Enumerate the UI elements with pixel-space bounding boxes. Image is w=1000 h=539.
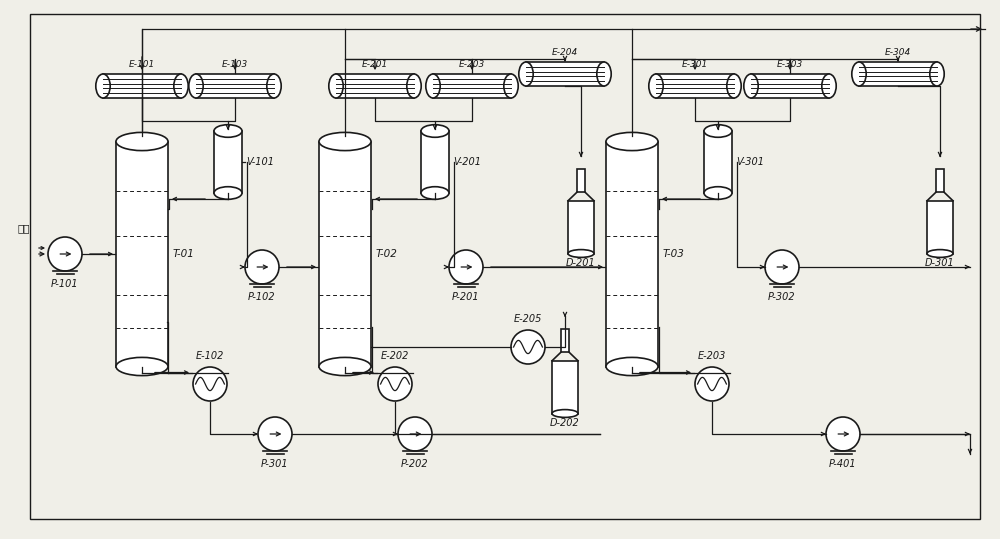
Circle shape xyxy=(765,250,799,284)
Ellipse shape xyxy=(704,125,732,137)
Bar xyxy=(568,201,594,253)
Ellipse shape xyxy=(407,74,421,98)
Text: V-101: V-101 xyxy=(246,157,274,167)
Ellipse shape xyxy=(822,74,836,98)
Text: P-101: P-101 xyxy=(51,279,79,289)
Text: P-401: P-401 xyxy=(829,459,857,469)
Text: D-201: D-201 xyxy=(566,259,596,268)
Ellipse shape xyxy=(174,74,188,98)
Ellipse shape xyxy=(329,74,343,98)
FancyBboxPatch shape xyxy=(103,74,181,98)
Ellipse shape xyxy=(552,410,578,417)
Bar xyxy=(421,131,449,193)
Text: E-204: E-204 xyxy=(552,48,578,57)
Text: E-203: E-203 xyxy=(698,351,726,361)
Ellipse shape xyxy=(421,186,449,199)
Text: E-202: E-202 xyxy=(381,351,409,361)
Ellipse shape xyxy=(116,133,168,150)
Bar xyxy=(552,361,578,413)
Bar xyxy=(116,142,168,367)
Text: P-302: P-302 xyxy=(768,292,796,302)
Bar xyxy=(577,169,585,192)
Ellipse shape xyxy=(421,125,449,137)
Ellipse shape xyxy=(744,74,758,98)
Circle shape xyxy=(826,417,860,451)
FancyBboxPatch shape xyxy=(196,74,274,98)
Circle shape xyxy=(449,250,483,284)
Text: P-202: P-202 xyxy=(401,459,429,469)
Text: V-301: V-301 xyxy=(736,157,764,167)
Bar xyxy=(214,131,242,193)
Ellipse shape xyxy=(930,62,944,86)
Ellipse shape xyxy=(426,74,440,98)
Text: T-01: T-01 xyxy=(173,249,195,259)
Bar xyxy=(704,131,732,193)
Text: E-101: E-101 xyxy=(129,60,155,69)
FancyBboxPatch shape xyxy=(526,62,604,86)
Ellipse shape xyxy=(319,357,371,376)
Ellipse shape xyxy=(727,74,741,98)
Bar xyxy=(561,328,569,353)
Ellipse shape xyxy=(606,133,658,150)
Text: V-201: V-201 xyxy=(453,157,481,167)
Text: P-301: P-301 xyxy=(261,459,289,469)
Text: T-02: T-02 xyxy=(376,249,398,259)
Bar xyxy=(319,142,371,367)
Ellipse shape xyxy=(649,74,663,98)
Ellipse shape xyxy=(504,74,518,98)
Ellipse shape xyxy=(597,62,611,86)
Ellipse shape xyxy=(519,62,533,86)
Text: E-205: E-205 xyxy=(514,314,542,324)
Bar xyxy=(606,142,658,367)
Text: E-203: E-203 xyxy=(459,60,485,69)
FancyBboxPatch shape xyxy=(751,74,829,98)
Circle shape xyxy=(398,417,432,451)
Text: E-303: E-303 xyxy=(777,60,803,69)
Ellipse shape xyxy=(606,357,658,376)
Circle shape xyxy=(378,367,412,401)
Text: D-301: D-301 xyxy=(925,259,955,268)
Ellipse shape xyxy=(852,62,866,86)
Text: 粗酚: 粗酚 xyxy=(18,223,30,233)
Ellipse shape xyxy=(214,186,242,199)
Text: P-102: P-102 xyxy=(248,292,276,302)
Ellipse shape xyxy=(96,74,110,98)
Ellipse shape xyxy=(927,250,953,258)
Circle shape xyxy=(258,417,292,451)
Bar xyxy=(927,201,953,253)
Text: D-202: D-202 xyxy=(550,418,580,429)
FancyBboxPatch shape xyxy=(859,62,937,86)
Circle shape xyxy=(511,330,545,364)
Ellipse shape xyxy=(704,186,732,199)
Bar xyxy=(936,169,944,192)
Circle shape xyxy=(245,250,279,284)
Text: E-301: E-301 xyxy=(682,60,708,69)
Text: E-103: E-103 xyxy=(222,60,248,69)
Text: E-102: E-102 xyxy=(196,351,224,361)
Ellipse shape xyxy=(214,125,242,137)
Ellipse shape xyxy=(568,250,594,258)
FancyBboxPatch shape xyxy=(656,74,734,98)
Circle shape xyxy=(48,237,82,271)
Text: P-201: P-201 xyxy=(452,292,480,302)
Text: E-304: E-304 xyxy=(885,48,911,57)
FancyBboxPatch shape xyxy=(433,74,511,98)
Ellipse shape xyxy=(319,133,371,150)
Circle shape xyxy=(695,367,729,401)
Circle shape xyxy=(193,367,227,401)
Text: T-03: T-03 xyxy=(663,249,685,259)
FancyBboxPatch shape xyxy=(336,74,414,98)
Text: E-201: E-201 xyxy=(362,60,388,69)
Ellipse shape xyxy=(189,74,203,98)
Ellipse shape xyxy=(267,74,281,98)
Ellipse shape xyxy=(116,357,168,376)
